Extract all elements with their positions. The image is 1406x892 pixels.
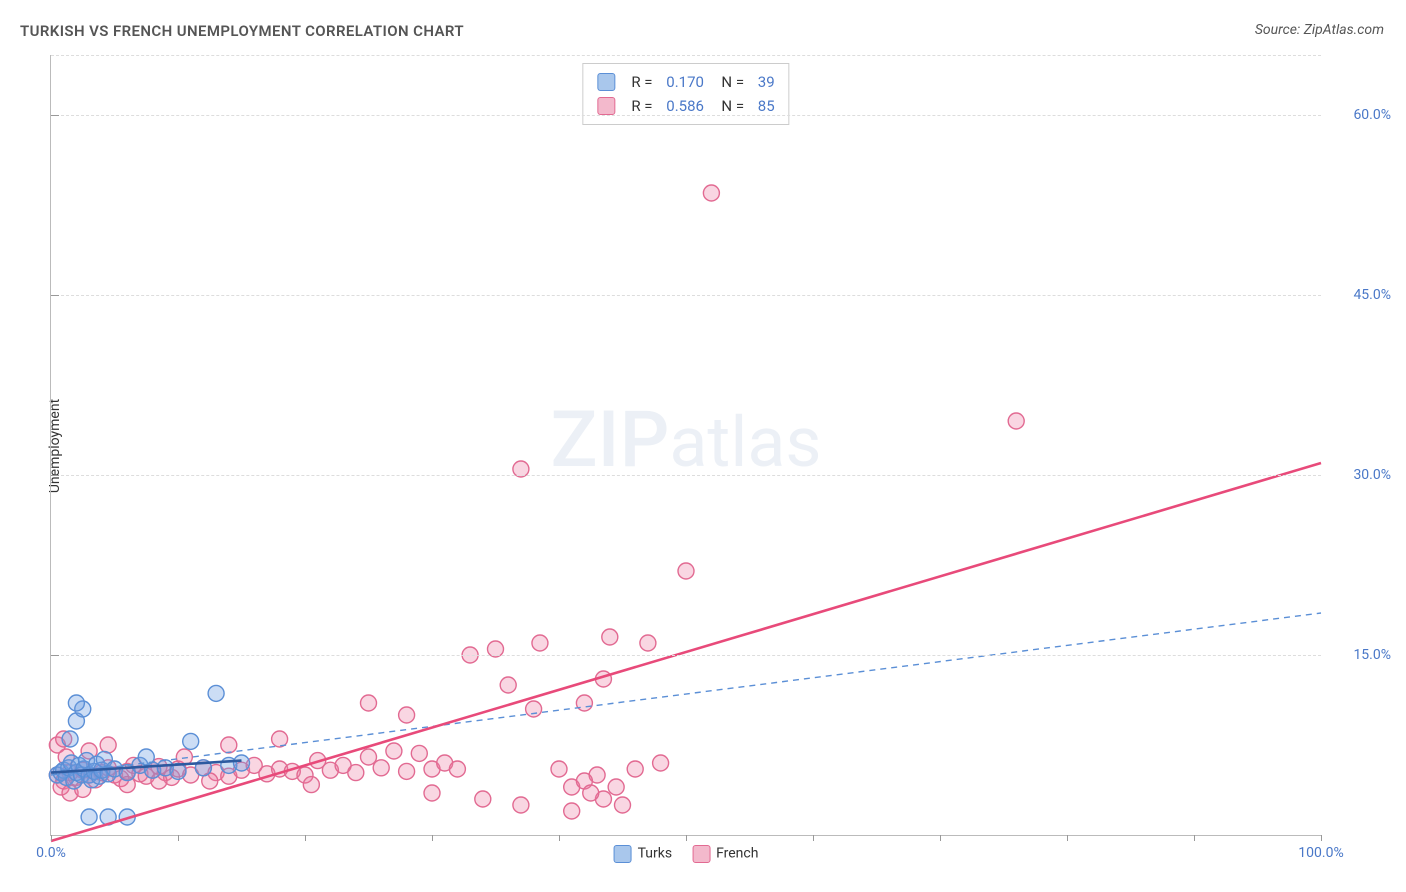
x-tick	[51, 835, 52, 841]
x-tick	[432, 835, 433, 841]
data-point	[348, 765, 364, 781]
legend-item: Turks	[614, 845, 673, 863]
data-point	[100, 737, 116, 753]
data-point	[399, 763, 415, 779]
data-point	[640, 635, 656, 651]
data-point	[424, 785, 440, 801]
data-point	[399, 707, 415, 723]
x-tick	[1321, 835, 1322, 841]
data-point	[81, 809, 97, 825]
legend-swatch	[597, 73, 615, 91]
chart-svg	[51, 55, 1321, 835]
data-point	[551, 761, 567, 777]
series-legend: Turks French	[614, 845, 759, 863]
grid-line	[51, 55, 1321, 56]
x-tick-label: 0.0%	[36, 845, 66, 861]
x-tick	[813, 835, 814, 841]
data-point	[576, 695, 592, 711]
data-point	[62, 731, 78, 747]
legend-item: French	[692, 845, 758, 863]
legend-swatch	[597, 97, 615, 115]
legend-n-value: 39	[758, 70, 775, 94]
x-tick	[940, 835, 941, 841]
data-point	[373, 760, 389, 776]
y-tick	[51, 475, 59, 476]
legend-label: French	[716, 846, 758, 862]
y-tick-label: 60.0%	[1331, 107, 1391, 123]
grid-line	[51, 295, 1321, 296]
x-tick	[178, 835, 179, 841]
x-tick	[305, 835, 306, 841]
data-point	[500, 677, 516, 693]
data-point	[1008, 413, 1024, 429]
grid-line	[51, 655, 1321, 656]
y-tick	[51, 115, 59, 116]
x-tick	[1194, 835, 1195, 841]
legend-row: R = 0.170 N = 39	[597, 70, 774, 94]
trend-line	[51, 613, 1321, 775]
grid-line	[51, 115, 1321, 116]
y-tick-label: 30.0%	[1331, 467, 1391, 483]
grid-line	[51, 475, 1321, 476]
data-point	[234, 755, 250, 771]
data-point	[475, 791, 491, 807]
data-point	[615, 797, 631, 813]
data-point	[221, 737, 237, 753]
legend-r-value: 0.170	[666, 70, 704, 94]
data-point	[513, 797, 529, 813]
y-tick	[51, 655, 59, 656]
y-tick-label: 45.0%	[1331, 287, 1391, 303]
legend-r-label: R =	[631, 70, 656, 94]
data-point	[411, 745, 427, 761]
data-point	[627, 761, 643, 777]
legend-swatch	[692, 845, 710, 863]
data-point	[526, 701, 542, 717]
legend-swatch	[614, 845, 632, 863]
data-point	[449, 761, 465, 777]
data-point	[361, 695, 377, 711]
source-label: Source: ZipAtlas.com	[1255, 22, 1384, 38]
data-point	[602, 629, 618, 645]
data-point	[532, 635, 548, 651]
chart-title: TURKISH VS FRENCH UNEMPLOYMENT CORRELATI…	[20, 22, 464, 40]
data-point	[583, 785, 599, 801]
data-point	[303, 777, 319, 793]
data-point	[208, 685, 224, 701]
data-point	[68, 695, 84, 711]
x-tick	[686, 835, 687, 841]
y-tick-label: 15.0%	[1331, 647, 1391, 663]
x-tick-label: 100.0%	[1298, 845, 1343, 861]
x-tick	[559, 835, 560, 841]
chart-container: TURKISH VS FRENCH UNEMPLOYMENT CORRELATI…	[0, 0, 1406, 892]
data-point	[608, 779, 624, 795]
y-tick	[51, 295, 59, 296]
legend-label: Turks	[638, 846, 673, 862]
plot-area: ZIPatlas R = 0.170 N = 39R = 0.586 N = 8…	[50, 55, 1321, 836]
data-point	[703, 185, 719, 201]
data-point	[653, 755, 669, 771]
data-point	[386, 743, 402, 759]
data-point	[678, 563, 694, 579]
legend-n-label: N =	[714, 70, 748, 94]
data-point	[183, 733, 199, 749]
trend-line	[51, 463, 1321, 841]
data-point	[564, 803, 580, 819]
x-tick	[1067, 835, 1068, 841]
data-point	[361, 749, 377, 765]
